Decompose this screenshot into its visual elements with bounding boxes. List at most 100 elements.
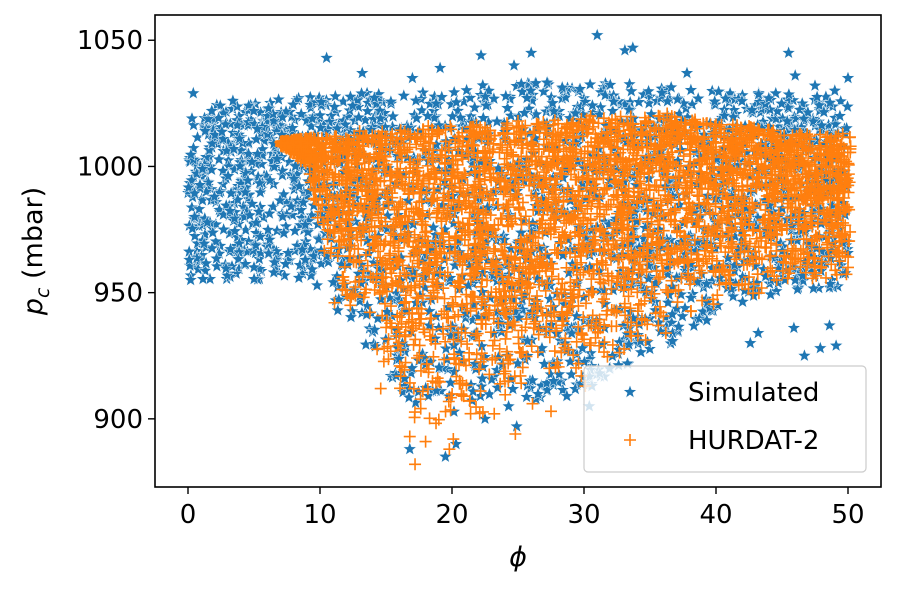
hurdat-point: [470, 348, 483, 361]
simulated-point: [327, 99, 342, 114]
simulated-point: [641, 83, 656, 98]
simulated-point: [577, 354, 592, 369]
simulated-point: [796, 110, 812, 125]
hurdat-point: [488, 334, 501, 347]
simulated-point: [266, 113, 282, 128]
simulated-point: [623, 228, 639, 243]
simulated-point: [204, 103, 220, 118]
simulated-point: [595, 336, 611, 351]
hurdat-point: [577, 311, 590, 324]
simulated-point: [807, 77, 823, 92]
simulated-point: [246, 259, 262, 274]
simulated-point: [195, 161, 210, 176]
simulated-point: [631, 94, 647, 109]
simulated-point: [675, 113, 690, 128]
simulated-point: [427, 88, 442, 103]
simulated-point: [382, 290, 398, 305]
hurdat-point: [331, 249, 344, 262]
simulated-point: [218, 116, 233, 131]
simulated-point: [692, 310, 707, 325]
simulated-point: [278, 103, 294, 118]
hurdat-point: [723, 264, 736, 277]
simulated-point: [328, 88, 343, 103]
simulated-point: [699, 312, 715, 327]
hurdat-point: [691, 189, 704, 202]
simulated-point: [572, 81, 588, 96]
simulated-point: [459, 82, 474, 97]
simulated-point: [295, 241, 310, 256]
simulated-point: [363, 122, 379, 137]
hurdat-point: [675, 272, 688, 285]
simulated-point: [396, 88, 412, 103]
simulated-point: [373, 291, 389, 306]
simulated-point: [261, 100, 276, 115]
simulated-point: [329, 120, 345, 135]
hurdat-point: [660, 283, 673, 296]
hurdat-point: [625, 283, 638, 296]
simulated-point: [354, 85, 369, 100]
simulated-point: [475, 77, 491, 92]
simulated-point: [269, 151, 285, 166]
simulated-point: [674, 142, 689, 157]
simulated-point: [491, 160, 506, 175]
simulated-point: [539, 382, 555, 397]
simulated-point: [564, 325, 580, 340]
simulated-point: [181, 179, 196, 194]
simulated-point: [187, 185, 202, 200]
simulated-point: [489, 113, 505, 128]
simulated-point: [578, 94, 593, 109]
hurdat-point: [358, 286, 371, 299]
simulated-point: [184, 199, 200, 214]
simulated-point: [832, 108, 848, 123]
simulated-point: [478, 88, 493, 103]
simulated-point: [781, 86, 797, 101]
simulated-point: [280, 245, 296, 260]
simulated-point: [625, 40, 641, 55]
simulated-point: [423, 354, 439, 369]
hurdat-point: [382, 333, 395, 346]
simulated-point: [686, 318, 702, 333]
simulated-point: [774, 95, 789, 110]
simulated-point: [227, 223, 243, 238]
simulated-point: [232, 158, 248, 173]
simulated-point: [304, 110, 320, 125]
simulated-point: [597, 87, 613, 102]
simulated-point: [184, 172, 199, 187]
simulated-point: [797, 347, 812, 362]
simulated-point: [828, 337, 844, 352]
simulated-point: [624, 83, 639, 98]
simulated-point: [665, 333, 680, 348]
simulated-point: [585, 97, 600, 112]
simulated-point: [313, 120, 328, 135]
simulated-point: [501, 398, 516, 413]
simulated-point: [246, 271, 262, 286]
simulated-point: [519, 389, 534, 404]
simulated-point: [343, 309, 359, 324]
simulated-point: [291, 178, 307, 193]
hurdat-point: [839, 249, 852, 262]
simulated-point: [675, 308, 690, 323]
simulated-point: [827, 82, 843, 97]
simulated-point: [275, 109, 290, 124]
simulated-point: [475, 110, 491, 125]
simulated-point: [285, 96, 301, 111]
simulated-point: [354, 65, 370, 80]
simulated-point: [199, 214, 215, 229]
hurdat-point: [561, 307, 574, 320]
simulated-point: [367, 90, 382, 105]
simulated-point: [271, 91, 286, 106]
simulated-point: [209, 250, 224, 265]
simulated-point: [197, 123, 213, 138]
simulated-point: [275, 208, 291, 223]
simulated-point: [812, 97, 827, 112]
simulated-point: [794, 95, 810, 110]
hurdat-series: [274, 107, 857, 471]
simulated-point: [500, 100, 515, 115]
simulated-point: [520, 333, 535, 348]
simulated-point: [313, 94, 329, 109]
simulated-point: [683, 82, 699, 97]
simulated-point: [523, 82, 539, 97]
simulated-point: [185, 220, 200, 235]
simulated-point: [690, 90, 706, 105]
simulated-point: [606, 93, 621, 108]
